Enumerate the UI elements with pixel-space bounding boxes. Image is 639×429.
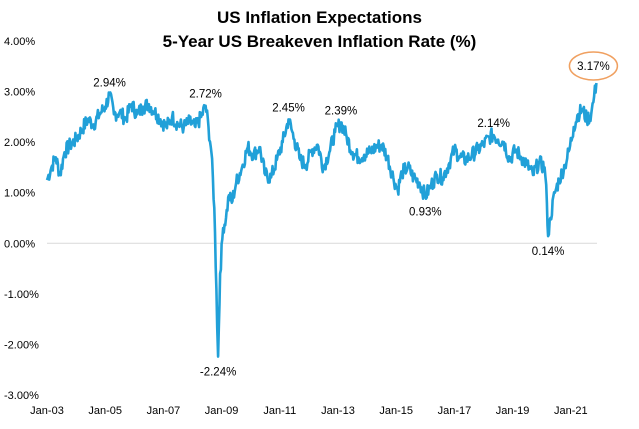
y-tick-label: 4.00% (4, 36, 35, 48)
y-tick-label: -3.00% (4, 390, 39, 402)
data-label: 2.14% (477, 118, 510, 130)
x-axis-ticks: Jan-03 Jan-05 Jan-07 Jan-09 Jan-11 Jan-13 Jan-… (30, 405, 587, 417)
x-tick-label: Jan-15 (379, 405, 413, 417)
y-tick-label: 3.00% (4, 87, 35, 99)
x-tick-label: Jan-11 (263, 405, 296, 417)
x-tick-label: Jan-13 (321, 405, 355, 417)
x-tick-label: Jan-07 (147, 405, 181, 417)
y-tick-label: 1.00% (4, 188, 35, 200)
highlight-ellipse (568, 51, 619, 81)
x-tick-label: Jan-03 (30, 405, 64, 417)
data-label: -2.24% (200, 367, 236, 379)
x-tick-label: Jan-17 (438, 405, 472, 417)
x-tick-label: Jan-21 (554, 405, 588, 417)
x-tick-label: Jan-19 (496, 405, 530, 417)
series-line (45, 82, 598, 358)
x-tick-label: Jan-09 (205, 405, 239, 417)
y-tick-label: 0.00% (4, 238, 35, 250)
y-tick-label: -2.00% (4, 339, 39, 351)
data-label: 2.39% (325, 105, 358, 117)
series-group (45, 82, 598, 358)
x-tick-label: Jan-05 (88, 405, 122, 417)
data-label: 0.14% (532, 246, 565, 258)
y-tick-label: 2.00% (4, 137, 35, 149)
data-label: 3.17% (577, 61, 610, 73)
data-label: 2.94% (93, 78, 126, 90)
data-labels: 2.94% 2.72% -2.24% 2.45% 2.39% 0.93% 2.14% 0.14… (93, 51, 619, 379)
y-tick-label: -1.00% (4, 289, 39, 301)
data-label: 2.72% (189, 89, 222, 101)
data-label: 0.93% (409, 206, 442, 218)
data-label: 2.45% (272, 102, 305, 114)
chart-title: US Inflation Expectations (217, 8, 422, 27)
chart-subtitle: 5-Year US Breakeven Inflation Rate (%) (162, 32, 477, 51)
y-axis-ticks: 4.00% 3.00% 2.00% 1.00% 0.00% -1.00% -2.00% -3.… (4, 36, 39, 402)
